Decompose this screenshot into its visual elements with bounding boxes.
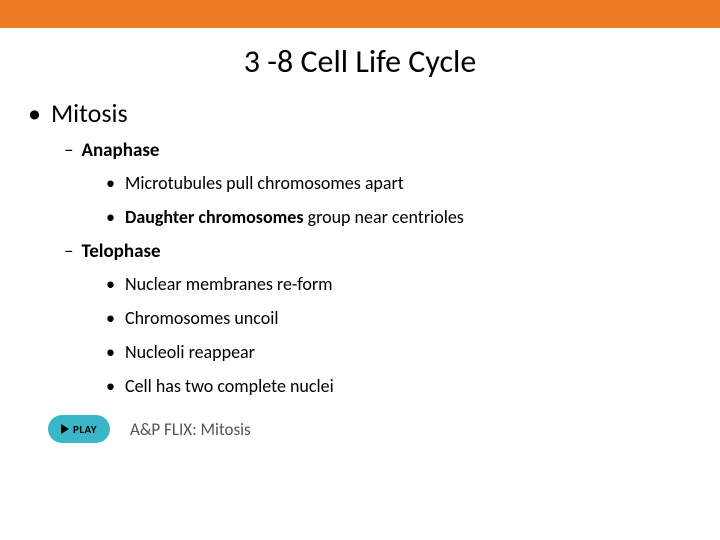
dot-icon: • [106, 375, 115, 397]
level3-item: • Daughter chromosomes group near centrio… [106, 206, 700, 228]
level3-item: • Microtubules pull chromosomes apart [106, 172, 700, 194]
play-button-text: PLAY [73, 423, 97, 436]
dash-icon: – [64, 139, 73, 162]
header-bar [0, 0, 720, 28]
level2-text: Anaphase [81, 139, 159, 162]
slide-title: 3 -8 Cell Life Cycle [20, 42, 700, 81]
level2-item: –Telophase [64, 240, 700, 263]
dash-icon: – [64, 240, 73, 263]
level3-item: • Nuclear membranes re-form [106, 273, 700, 295]
play-button[interactable]: PLAY [48, 415, 110, 443]
dot-icon: • [106, 206, 115, 228]
play-triangle-icon [61, 424, 69, 434]
slide-content: 3 -8 Cell Life Cycle •Mitosis –Anaphase … [0, 42, 720, 443]
play-row: PLAY A&P FLIX: Mitosis [48, 415, 700, 443]
level3-text: Cell has two complete nuclei [125, 375, 334, 397]
level3-text: Nuclear membranes re-form [125, 273, 333, 295]
dot-icon: • [106, 273, 115, 295]
level1-item: • Mitosis [28, 97, 700, 129]
level3-text: group near centrioles [304, 206, 464, 228]
bullet-icon: • [28, 97, 41, 129]
dot-icon: • [106, 341, 115, 363]
level3-item: • Chromosomes uncoil [106, 307, 700, 329]
level3-item: • Nucleoli reappear [106, 341, 700, 363]
level3-text: Nucleoli reappear [125, 341, 255, 363]
level3-text: Microtubules pull chromosomes apart [125, 172, 404, 194]
level1-text: Mitosis [51, 97, 128, 129]
level2-text: Telophase [81, 240, 160, 263]
level3-item: • Cell has two complete nuclei [106, 375, 700, 397]
level3-bold-lead: Daughter chromosomes [125, 206, 304, 228]
dot-icon: • [106, 172, 115, 194]
level2-item: –Anaphase [64, 139, 700, 162]
level3-text: Chromosomes uncoil [125, 307, 279, 329]
play-label: A&P FLIX: Mitosis [130, 419, 251, 440]
dot-icon: • [106, 307, 115, 329]
